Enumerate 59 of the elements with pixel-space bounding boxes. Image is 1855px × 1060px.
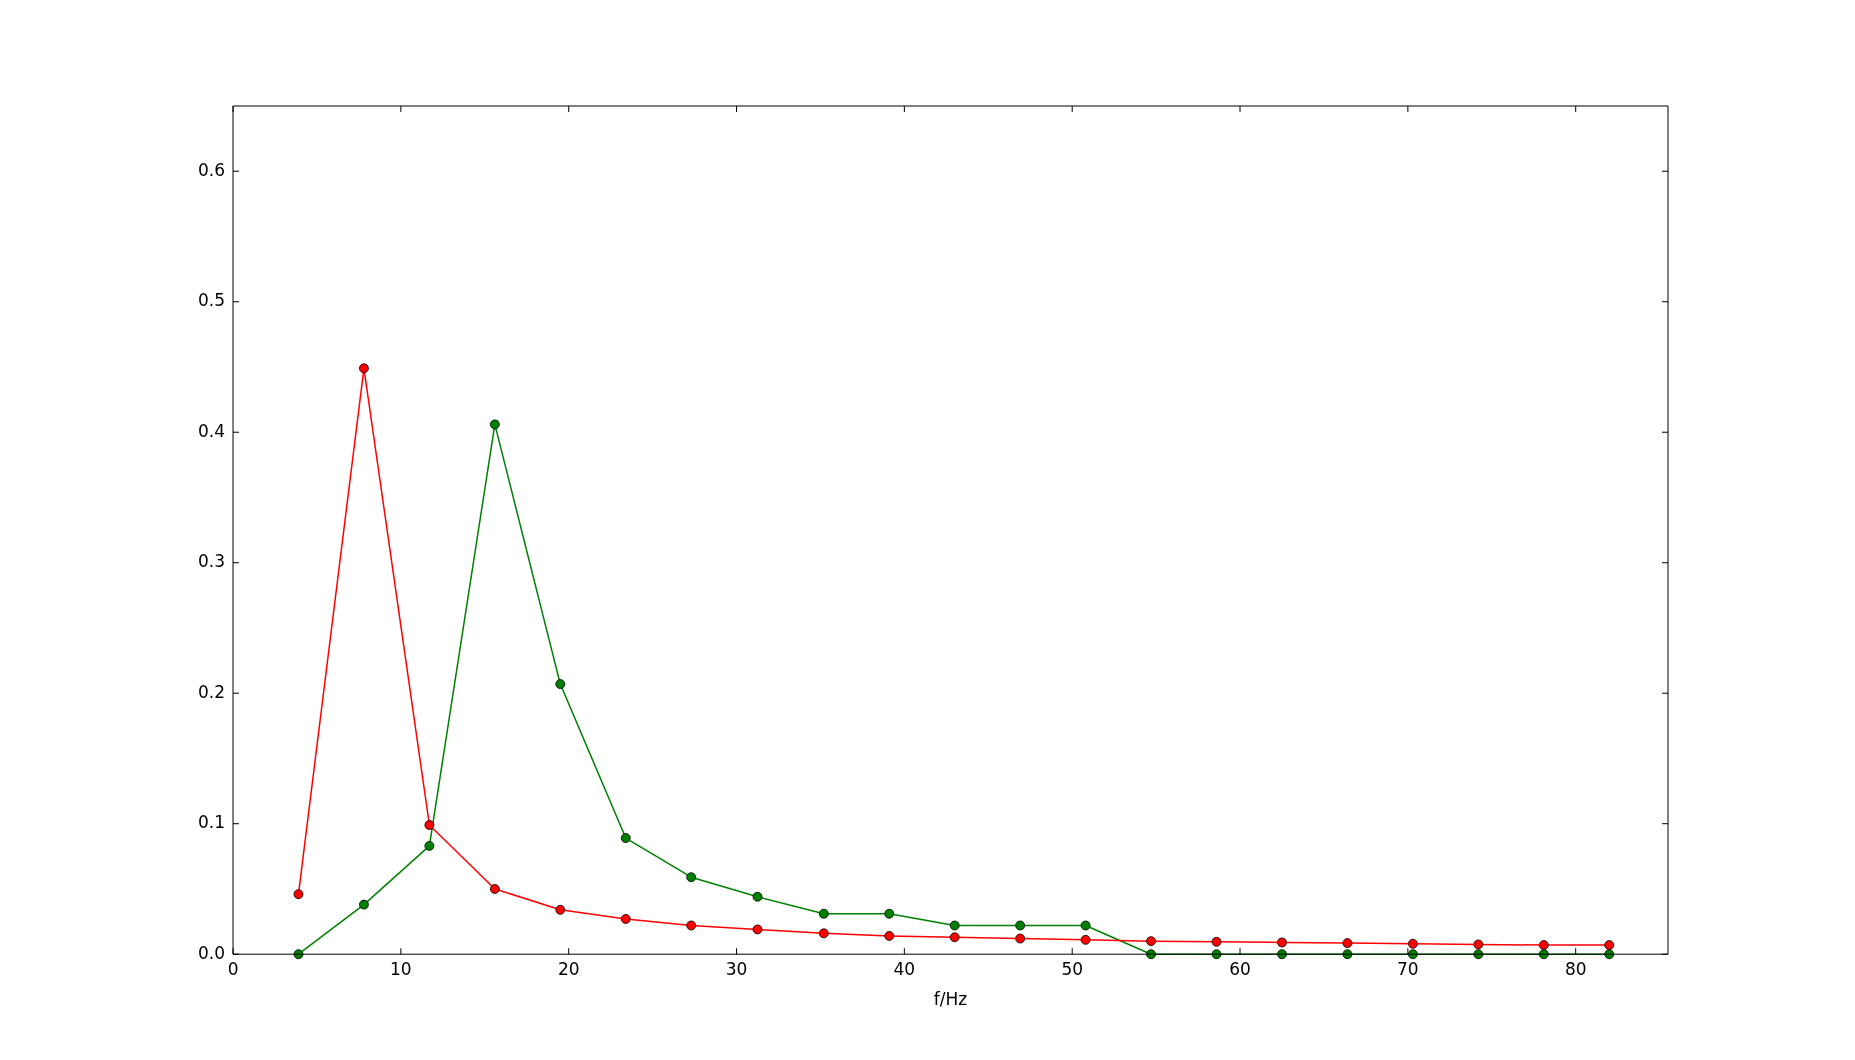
point xyxy=(293,949,304,960)
y-tick-label: 0.3 xyxy=(197,551,226,572)
point xyxy=(1342,938,1353,949)
point xyxy=(1146,949,1156,960)
point xyxy=(424,840,435,851)
y-tick-label: 0.6 xyxy=(197,159,226,180)
point xyxy=(1211,936,1222,947)
point xyxy=(949,920,960,931)
point xyxy=(686,920,697,931)
point xyxy=(1538,949,1549,960)
x-tick-label: 30 xyxy=(725,958,748,979)
y-tick-label: 0.5 xyxy=(197,290,226,311)
point xyxy=(1277,949,1287,960)
x-tick-label: 50 xyxy=(1061,958,1084,979)
point xyxy=(1408,949,1418,960)
x-tick-label: 40 xyxy=(893,958,916,979)
point xyxy=(884,908,895,919)
x-axis-title: f/Hz xyxy=(933,989,968,1010)
x-tick-label: 80 xyxy=(1564,958,1587,979)
point xyxy=(489,419,500,430)
point xyxy=(1538,940,1549,950)
point xyxy=(1080,934,1091,945)
point xyxy=(555,904,566,915)
point xyxy=(1473,949,1484,960)
point xyxy=(686,872,697,883)
x-tick-label: 20 xyxy=(557,958,580,979)
point xyxy=(1080,920,1091,931)
y-tick-label: 0.4 xyxy=(197,420,226,441)
point xyxy=(884,931,895,941)
x-tick-label: 70 xyxy=(1397,958,1419,979)
point xyxy=(620,833,631,843)
point xyxy=(293,889,304,900)
point xyxy=(620,914,631,924)
point xyxy=(1277,937,1287,948)
point xyxy=(489,884,500,894)
point xyxy=(359,363,369,374)
point xyxy=(1211,949,1222,960)
point xyxy=(752,924,763,935)
point xyxy=(359,899,369,910)
y-tick-label: 0.1 xyxy=(197,812,226,833)
point xyxy=(1015,920,1026,931)
point xyxy=(1146,936,1156,947)
x-tick-label: 0 xyxy=(227,958,239,979)
point xyxy=(1473,939,1484,950)
point xyxy=(1342,949,1353,960)
y-tick-label: 0.0 xyxy=(197,942,226,963)
point xyxy=(818,928,829,939)
x-tick-label: 60 xyxy=(1229,958,1251,979)
point xyxy=(424,820,435,830)
point xyxy=(1604,940,1615,950)
point xyxy=(1408,938,1418,949)
point xyxy=(555,679,566,689)
point xyxy=(1604,949,1615,960)
y-tick-label: 0.2 xyxy=(197,681,226,702)
point xyxy=(949,932,960,943)
point xyxy=(818,908,829,919)
x-tick-label: 10 xyxy=(390,958,412,979)
point xyxy=(752,891,763,902)
point xyxy=(1015,933,1026,944)
